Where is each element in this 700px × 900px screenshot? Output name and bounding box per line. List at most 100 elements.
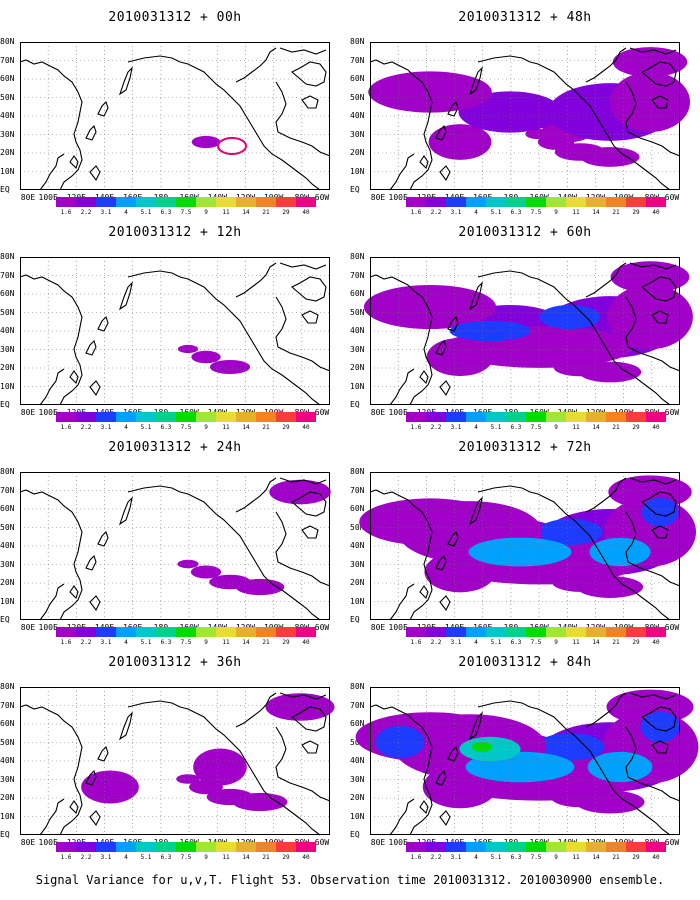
colorbar-swatch <box>176 627 196 637</box>
map-plot <box>19 472 331 621</box>
longitude-label: 60W <box>314 408 330 417</box>
coastline <box>127 700 181 708</box>
longitude-label: 100E <box>388 838 408 847</box>
variance-area <box>576 575 644 599</box>
colorbar-swatch <box>546 412 566 422</box>
colorbar-label: 40 <box>302 639 310 646</box>
variance-area <box>641 497 679 527</box>
colorbar-swatch <box>256 627 276 637</box>
map-plot <box>19 42 331 191</box>
colorbar-swatch <box>626 197 646 207</box>
coastline <box>19 274 83 406</box>
colorbar-swatch <box>216 197 236 207</box>
colorbar-swatch <box>116 627 136 637</box>
latitude-label: 40N <box>350 326 365 335</box>
latitude-label: EQ <box>0 185 10 194</box>
longitude-label: 100E <box>38 193 58 202</box>
coastline <box>275 726 331 802</box>
longitude-label: 80E <box>370 623 386 632</box>
colorbar-label: 29 <box>282 424 290 431</box>
coastline <box>97 530 109 547</box>
colorbar <box>56 197 316 207</box>
coastline <box>39 583 65 621</box>
colorbar-label: 7.5 <box>180 424 192 431</box>
colorbar-label: 6.3 <box>510 854 522 861</box>
coastline <box>447 530 459 547</box>
colorbar-label: 21 <box>612 639 620 646</box>
coastline <box>301 310 319 324</box>
coastline <box>291 491 327 517</box>
colorbar-label: 5.1 <box>490 209 502 216</box>
colorbar-swatch <box>606 197 626 207</box>
coastline <box>585 47 627 83</box>
colorbar-label: 6.3 <box>510 424 522 431</box>
colorbar-label: 2.2 <box>80 424 92 431</box>
colorbar-label: 1.6 <box>60 424 72 431</box>
panel-title: 2010031312 + 48h <box>458 10 592 25</box>
colorbar-swatch <box>406 842 426 852</box>
latitude-label: 30N <box>350 559 365 569</box>
variance-area <box>468 537 572 567</box>
colorbar-label: 14 <box>242 854 250 861</box>
variance-area <box>176 774 200 784</box>
coastline <box>275 296 331 372</box>
longitude-label: 80E <box>20 623 36 632</box>
latitude-label: 50N <box>0 737 15 747</box>
colorbar <box>406 412 666 422</box>
coastline <box>19 704 83 836</box>
colorbar-swatch <box>116 197 136 207</box>
colorbar-swatch <box>196 412 216 422</box>
coastline <box>97 745 109 762</box>
colorbar-label: 29 <box>632 854 640 861</box>
colorbar-label: 11 <box>572 639 580 646</box>
map-panel: 2010031312 + 72h 80N 70N 60N 50N 40N 30N 20N 10N… <box>350 430 700 646</box>
latitude-label: 10N <box>0 166 15 176</box>
coastline <box>89 810 101 827</box>
colorbar-label: 40 <box>302 424 310 431</box>
colorbar-swatch <box>76 197 96 207</box>
coastline <box>291 276 327 302</box>
coastline <box>179 276 321 406</box>
latitude-label: 40N <box>0 756 15 765</box>
coastline <box>447 745 459 762</box>
latitude-label: 20N <box>0 148 15 157</box>
coastline <box>629 692 677 700</box>
colorbar-label: 4 <box>124 639 128 646</box>
colorbar-label: 3.1 <box>100 854 112 861</box>
colorbar-label: 11 <box>222 639 230 646</box>
panel-title: 2010031312 + 12h <box>108 225 242 240</box>
colorbar-label: 11 <box>222 854 230 861</box>
colorbar-swatch <box>486 627 506 637</box>
latitude-label: 20N <box>0 578 15 587</box>
colorbar-labels: 1.6 2.2 3.1 4 5.1 6.3 7.5 9 11 14 21 29 40 <box>56 209 316 218</box>
latitude-label: 10N <box>0 381 15 391</box>
colorbar-swatch <box>236 412 256 422</box>
colorbar-label: 14 <box>592 639 600 646</box>
colorbar-swatch <box>586 197 606 207</box>
latitude-label: 60N <box>350 504 365 513</box>
coastline <box>529 61 671 191</box>
colorbar-swatch <box>606 627 626 637</box>
colorbar-label: 6.3 <box>510 209 522 216</box>
variance-area <box>193 748 247 786</box>
coastline <box>651 95 669 109</box>
variance-area <box>428 124 492 160</box>
latitude-label: 40N <box>350 756 365 765</box>
colorbar-swatch <box>646 842 666 852</box>
latitude-label: 60N <box>0 504 15 513</box>
colorbar-label: 7.5 <box>180 209 192 216</box>
colorbar-swatch <box>426 627 446 637</box>
longitude-label: 100E <box>38 838 58 847</box>
colorbar-label: 2.2 <box>430 209 442 216</box>
colorbar-label: 7.5 <box>530 639 542 646</box>
coastline <box>468 281 483 311</box>
colorbar-label: 9 <box>554 209 558 216</box>
variance-area <box>368 71 492 113</box>
coastline <box>85 124 97 141</box>
latitude-label: 20N <box>350 148 365 157</box>
longitude-label: 60W <box>664 193 680 202</box>
coastline <box>447 315 459 332</box>
variance-area <box>589 537 651 567</box>
latitude-label: EQ <box>350 185 360 194</box>
colorbar-swatch <box>626 412 646 422</box>
